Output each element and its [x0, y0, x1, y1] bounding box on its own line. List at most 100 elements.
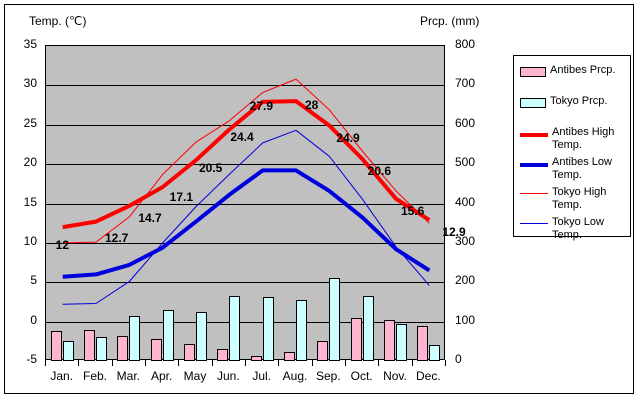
data-value-label: 20.6 — [367, 164, 392, 179]
precipitation-tick-label: 100 — [455, 312, 476, 327]
precipitation-bar — [329, 278, 340, 361]
month-tickmark — [212, 360, 213, 366]
month-tickmark — [245, 360, 246, 366]
gridline — [46, 204, 444, 205]
legend-item: Tokyo Prcp. — [520, 95, 607, 108]
temperature-tick-label: 0 — [30, 312, 37, 327]
gridline — [46, 322, 444, 323]
month-label: Jan. — [50, 369, 73, 383]
data-value-label: 28 — [305, 98, 319, 113]
precipitation-bar — [117, 336, 128, 361]
precipitation-tick-label: 500 — [455, 155, 476, 170]
legend-label: Tokyo Low Temp. — [552, 216, 604, 241]
precipitation-bar — [51, 331, 62, 361]
legend-item: Tokyo High Temp. — [520, 186, 630, 212]
legend-label: Antibes Low Temp. — [552, 156, 612, 181]
precipitation-bar — [351, 318, 362, 361]
temperature-line — [62, 78, 430, 244]
temperature-line — [62, 168, 431, 279]
legend-label: Antibes High Temp. — [552, 126, 615, 151]
gridline — [46, 282, 444, 283]
precipitation-tick-label: 600 — [455, 115, 476, 130]
month-tickmark — [145, 360, 146, 366]
precipitation-bar — [151, 339, 162, 361]
temperature-axis-title: Temp. (℃) — [29, 14, 87, 28]
precipitation-tick-label: 400 — [455, 194, 476, 209]
legend-swatch-line-icon — [520, 193, 548, 194]
gridline — [46, 243, 444, 244]
legend-swatch-box-icon — [520, 98, 546, 108]
month-label: Nov. — [383, 369, 407, 383]
precipitation-bar — [129, 316, 140, 361]
month-tickmark — [412, 360, 413, 366]
month-label: Mar. — [116, 369, 140, 383]
data-value-label: 24.4 — [230, 130, 254, 145]
month-label: May — [183, 369, 207, 383]
temperature-tick-label: 10 — [23, 233, 37, 248]
month-label: Feb. — [82, 369, 107, 383]
precipitation-bar — [429, 345, 440, 361]
legend-swatch-line-icon — [520, 133, 548, 137]
precipitation-bar — [251, 356, 262, 361]
precipitation-bar — [229, 296, 240, 361]
precipitation-bar — [263, 297, 274, 361]
chart-legend: Antibes Prcp. Tokyo Prcp. Antibes High Tem… — [513, 55, 631, 241]
legend-item: Antibes High Temp. — [520, 126, 630, 152]
month-label: Jun. — [216, 369, 240, 383]
precipitation-bar — [296, 300, 307, 361]
month-tickmark — [45, 360, 46, 366]
gridline — [46, 85, 444, 86]
temperature-tick-label: 35 — [23, 37, 37, 51]
precipitation-bar — [84, 330, 95, 361]
precipitation-bar — [217, 349, 228, 361]
precipitation-bar — [384, 320, 395, 361]
precipitation-bar — [184, 344, 195, 361]
month-tickmark — [445, 360, 446, 366]
temperature-line — [62, 99, 431, 230]
precipitation-bar — [417, 326, 428, 361]
month-label: Aug. — [282, 369, 308, 383]
temperature-line — [62, 129, 430, 305]
temperature-tick-label: 25 — [23, 115, 37, 130]
month-tickmark — [378, 360, 379, 366]
temperature-lines — [62, 78, 431, 305]
temperature-tick-label: 15 — [23, 194, 37, 209]
month-label: Oct. — [350, 369, 373, 383]
legend-item: Tokyo Low Temp. — [520, 216, 630, 242]
month-tickmark — [78, 360, 79, 366]
precipitation-axis-title: Prcp. (mm) — [420, 14, 480, 28]
legend-swatch-line-icon — [520, 223, 548, 224]
precipitation-bar — [396, 324, 407, 361]
data-value-label: 15.6 — [401, 203, 425, 218]
precipitation-bar — [163, 310, 174, 361]
legend-swatch-line-icon — [520, 163, 548, 167]
temperature-tick-label: 30 — [23, 76, 37, 91]
precipitation-bar — [96, 337, 107, 361]
month-tickmark — [345, 360, 346, 366]
month-label: Dec. — [415, 369, 441, 383]
precipitation-tick-label: 800 — [455, 37, 476, 51]
precipitation-tick-label: 200 — [455, 273, 476, 288]
data-value-label: 12 — [55, 238, 70, 253]
precipitation-bar — [196, 312, 207, 361]
data-value-label: 20.5 — [199, 161, 223, 176]
legend-label: Tokyo Prcp. — [550, 95, 608, 107]
precipitation-bar — [284, 352, 295, 361]
data-value-label: 12.9 — [442, 225, 466, 240]
precipitation-tick-label: 0 — [455, 352, 462, 366]
month-tickmark — [112, 360, 113, 366]
precipitation-bar — [63, 341, 74, 361]
legend-label: Tokyo High Temp. — [552, 186, 607, 211]
temperature-tick-label: 20 — [23, 155, 37, 170]
data-value-label: 27.9 — [249, 98, 274, 113]
precipitation-bar — [363, 296, 374, 361]
data-value-label: 17.1 — [169, 189, 194, 204]
month-tickmark — [278, 360, 279, 366]
gridline — [46, 164, 444, 165]
legend-swatch-box-icon — [520, 67, 546, 77]
data-value-label: 14.7 — [138, 210, 162, 225]
precipitation-tick-label: 700 — [455, 76, 476, 91]
data-value-label: 24.9 — [336, 130, 360, 145]
month-tickmark — [178, 360, 179, 366]
plot-area — [45, 45, 445, 361]
